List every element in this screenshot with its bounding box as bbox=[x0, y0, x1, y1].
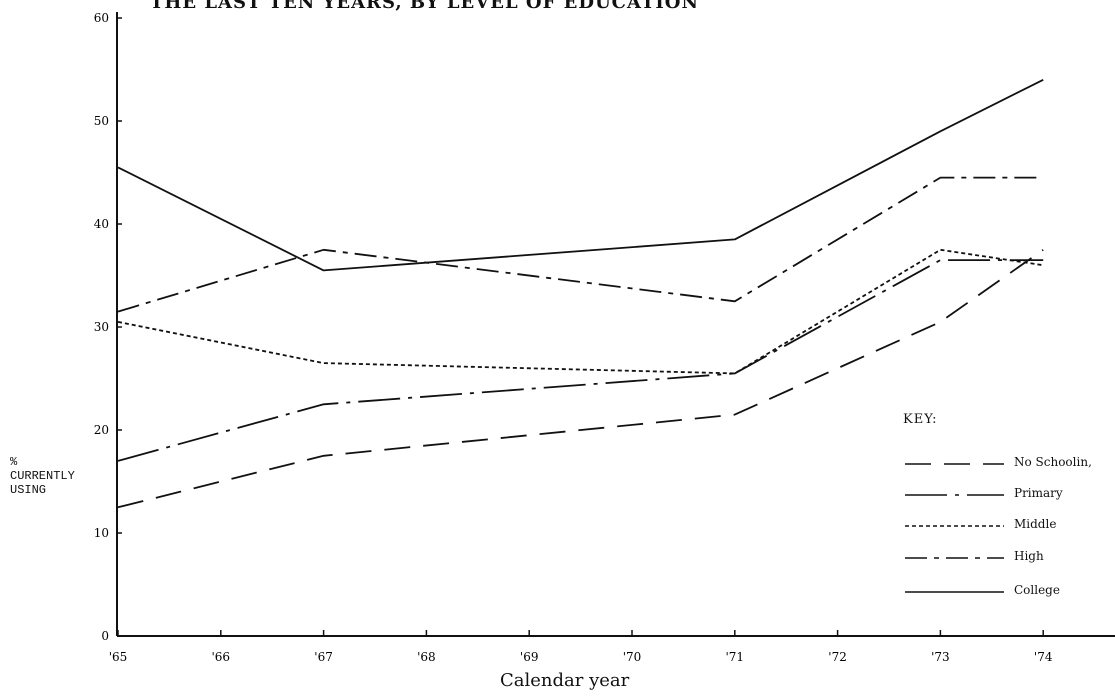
y-tick-label: 10 bbox=[94, 526, 109, 540]
x-tick-label: '68 bbox=[417, 650, 436, 664]
x-tick-label: '65 bbox=[109, 650, 128, 664]
legend-label-no-schoolin: No Schoolin, bbox=[1014, 455, 1092, 469]
chart-axes bbox=[116, 12, 1115, 637]
y-tick-label: 20 bbox=[94, 423, 109, 437]
x-tick-label: '70 bbox=[623, 650, 642, 664]
x-tick-label: '66 bbox=[212, 650, 231, 664]
series-line-primary bbox=[117, 259, 1044, 462]
x-tick-label: '71 bbox=[726, 650, 745, 664]
y-tick-label: 50 bbox=[94, 114, 109, 128]
x-axis-label: Calendar year bbox=[500, 670, 630, 691]
legend-label-high: High bbox=[1014, 549, 1044, 563]
chart-series-lines bbox=[117, 78, 1044, 509]
series-line-no-schoolin bbox=[117, 249, 1044, 509]
y-axis-label: % CURRENTLY USING bbox=[10, 455, 75, 497]
x-tick-label: '73 bbox=[931, 650, 950, 664]
series-line-high bbox=[117, 176, 1044, 313]
legend-title: KEY: bbox=[903, 412, 938, 427]
chart-legend bbox=[905, 463, 1004, 593]
x-tick-label: '74 bbox=[1034, 650, 1053, 664]
chart-title: THE LAST TEN YEARS, BY LEVEL OF EDUCATIO… bbox=[150, 0, 699, 13]
x-tick-label: '67 bbox=[314, 650, 333, 664]
y-axis-ticks: 0 10 20 30 40 50 60 bbox=[94, 11, 122, 643]
series-line-middle bbox=[117, 248, 1044, 375]
legend-label-middle: Middle bbox=[1014, 517, 1057, 531]
y-tick-label: 40 bbox=[94, 217, 109, 231]
x-tick-label: '69 bbox=[520, 650, 539, 664]
legend-label-primary: Primary bbox=[1014, 486, 1063, 500]
legend-label-college: College bbox=[1014, 583, 1060, 597]
y-tick-label: 0 bbox=[101, 629, 109, 643]
x-tick-label: '72 bbox=[828, 650, 847, 664]
x-axis-ticks: '65 '66 '67 '68 '69 '70 '71 '72 '73 '74 bbox=[109, 630, 1053, 664]
y-tick-label: 30 bbox=[94, 320, 109, 334]
y-tick-label: 60 bbox=[94, 11, 109, 25]
series-line-college bbox=[117, 78, 1044, 272]
